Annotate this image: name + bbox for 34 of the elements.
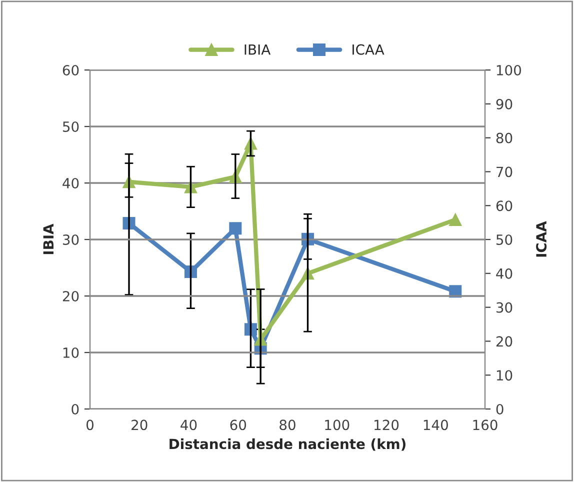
y-axis-title: IBIA	[43, 224, 54, 254]
y2-tick-label: 100	[496, 64, 522, 76]
point	[229, 222, 242, 235]
y-tick-label: 30	[62, 234, 79, 245]
y-tick-label: 0	[72, 404, 79, 414]
point	[449, 213, 462, 226]
y2-tick-label: 70	[496, 166, 512, 178]
y2-tick-label: 60	[496, 200, 512, 212]
y2-tick-label: 80	[496, 132, 512, 144]
x-tick-label: 160	[473, 420, 498, 430]
y2-tick-label: 0	[496, 404, 504, 414]
x-axis-title: Distancia desde naciente (km)	[170, 438, 406, 451]
legend-label: IBIA	[244, 44, 271, 55]
y-tick-label: 20	[62, 290, 79, 302]
y2-tick-label: 40	[496, 268, 512, 279]
x-tick-label: 120	[374, 420, 399, 430]
x-tick-label: 40	[180, 420, 197, 430]
y-tick-label: 40	[62, 178, 79, 188]
y-tick-label: 10	[63, 347, 79, 358]
y2-tick-label: 90	[496, 98, 512, 110]
y2-tick-label: 50	[496, 234, 512, 245]
x-tick-label: 20	[132, 420, 148, 430]
legend-label: ICAA	[352, 44, 384, 55]
y2-tick-label: 30	[496, 302, 512, 313]
x-tick-label: 80	[280, 420, 296, 430]
y2-axis-title: ICAA	[536, 221, 547, 257]
y2-tick-label: 20	[496, 336, 512, 347]
x-tick-label: 60	[230, 420, 246, 430]
x-tick-label: 100	[325, 420, 350, 430]
y-tick-label: 50	[62, 121, 79, 132]
y2-tick-label: 10	[496, 370, 512, 381]
y-tick-label: 60	[62, 64, 79, 76]
x-tick-label: 0	[86, 420, 94, 430]
x-tick-label: 140	[424, 420, 448, 430]
